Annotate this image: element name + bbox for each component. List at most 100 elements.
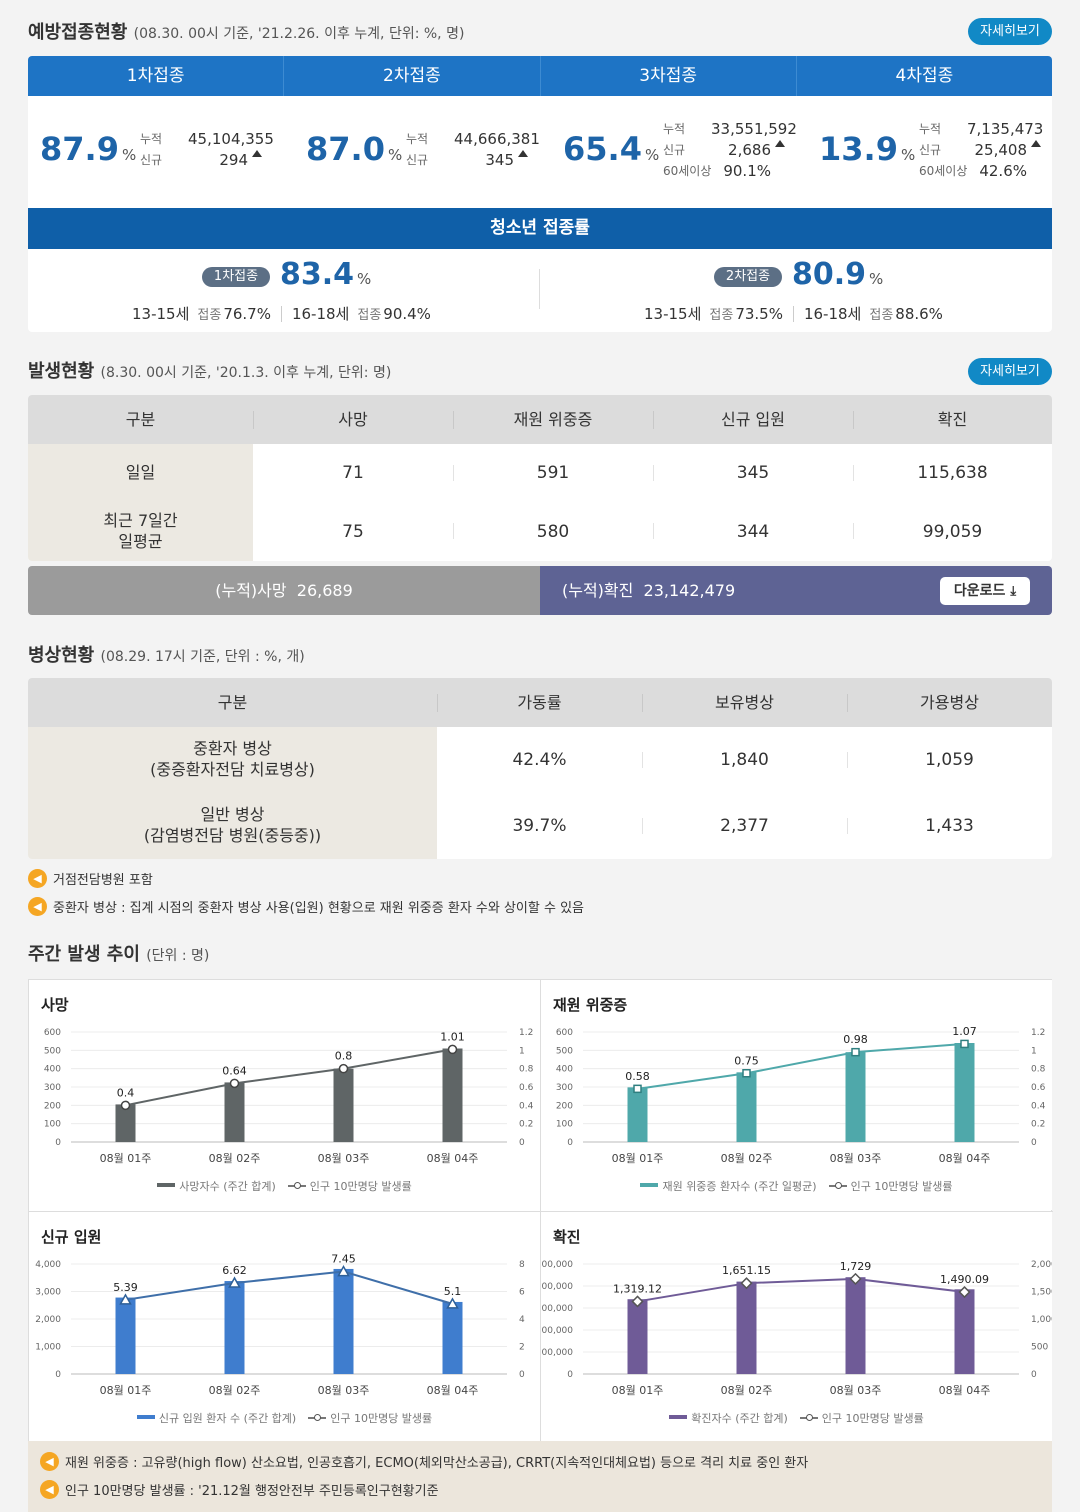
chart-y-tick: 3,000 — [35, 1288, 61, 1298]
download-button[interactable]: 다운로드 ⤓ — [940, 577, 1030, 605]
beds-header-rate: 가동률 — [437, 678, 642, 727]
increase-arrow-icon — [252, 150, 262, 157]
chart-bar — [224, 1281, 245, 1374]
dose-header-4: 4차접종 — [895, 66, 954, 86]
youth-age-breakdown: 13-15세 접종 76.7% 16-18세 접종 90.4% — [132, 305, 431, 323]
chart-bar — [442, 1048, 463, 1142]
chart-legend: 신규 입원 환자 수 (주간 합계) 인구 10만명당 발생률 — [29, 1410, 540, 1426]
dose-block-4: 13.9% 누적 7,135,473 신규 25,408 60세이상 42.6% — [796, 96, 1052, 208]
chart-y2-tick: 0.4 — [519, 1101, 534, 1111]
chart-bar — [627, 1299, 648, 1374]
chart-rate-point — [633, 1084, 642, 1094]
youth-age-breakdown: 13-15세 접종 73.5% 16-18세 접종 88.6% — [644, 305, 943, 323]
chart-y-tick: 600,000 — [541, 1304, 573, 1314]
youth-pct: 83.4% — [280, 257, 372, 292]
occ-row-label-7day-line2: 일평균 — [118, 531, 163, 551]
chart-y2-tick: 1.2 — [1031, 1028, 1045, 1038]
dose-stat-row: 누적 33,551,592 — [663, 119, 797, 140]
dose-stat-row: 60세이상 42.6% — [919, 161, 1041, 182]
occ-cell-sep — [853, 465, 854, 481]
chart-y2-tick: 0 — [1031, 1138, 1037, 1148]
beds-icu-rate: 42.4% — [512, 750, 567, 770]
increase-arrow-icon — [518, 150, 528, 157]
dose-stat-value: 345 — [485, 151, 514, 169]
beds-row-label-icu-line1: 중환자 병상 — [193, 739, 272, 759]
chart-x-tick: 08월 02주 — [209, 1384, 261, 1397]
chart-x-tick: 08월 01주 — [100, 1152, 152, 1165]
chart-y-tick: 600 — [44, 1028, 61, 1038]
chart-y-tick: 4,000 — [35, 1260, 61, 1270]
chart-title: 신규 입원 — [41, 1228, 102, 1246]
chart-svg: 0 100 200 300 400 500 600 0 0.2 0.4 0.6 0.8 1 1.2 08월 … — [556, 1025, 1046, 1165]
dose-stat-label: 누적 — [663, 122, 686, 136]
beds-cell-sep — [642, 818, 643, 834]
legend-line-label: 인구 10만명당 발생률 — [850, 1180, 953, 1193]
occ-daily-confirmed: 115,638 — [917, 463, 988, 483]
occ-header-critical: 재원 위중증 — [453, 395, 653, 444]
dose-block-1: 87.9% 누적 45,104,355 신규 294 — [28, 96, 284, 208]
dose-stats-4: 누적 7,135,473 신규 25,408 60세이상 42.6% — [919, 119, 1043, 182]
beds-icu-available: 1,059 — [925, 750, 974, 770]
dose-header-3: 3차접종 — [541, 56, 797, 96]
dose-stat-label: 신규 — [406, 153, 429, 167]
chart-y2-tick: 1 — [519, 1046, 525, 1056]
dose-pct-2: 87.0% — [306, 130, 403, 168]
chart-y-tick: 2,000 — [35, 1315, 61, 1325]
chart-bar — [954, 1043, 975, 1142]
legend-bar-swatch — [136, 1415, 155, 1419]
chart-y2-tick: 1.2 — [519, 1028, 533, 1038]
youth-pct: 80.9% — [792, 257, 884, 292]
occ-cell-sep — [653, 465, 654, 481]
beds-cell-sep — [847, 752, 848, 768]
chart-y2-tick: 8 — [519, 1260, 525, 1270]
dose-stat-row: 신규 294 — [140, 150, 262, 171]
legend-line-swatch — [287, 1182, 306, 1189]
chart-rate-label: 5.1 — [444, 1285, 462, 1298]
chart-x-tick: 08월 03주 — [318, 1384, 370, 1397]
chart-title: 확진 — [553, 1228, 581, 1246]
chart-y-tick: 800,000 — [541, 1282, 573, 1292]
dose-stat-value: 90.1% — [723, 162, 771, 180]
chart-y-tick: 500 — [556, 1046, 573, 1056]
dose-stat-value: 25,408 — [974, 141, 1028, 159]
chart-rate-point — [740, 1277, 753, 1290]
chart-y-tick: 200 — [556, 1101, 573, 1111]
dose-block-3: 65.4% 누적 33,551,592 신규 2,686 60세이상 90.1% — [540, 96, 797, 208]
chart-x-tick: 08월 04주 — [427, 1152, 479, 1165]
chart-rate-label: 7.45 — [331, 1253, 356, 1266]
youth-header: 청소년 접종률 — [28, 208, 1052, 249]
speaker-icon: ◀ — [28, 897, 47, 916]
chart-rate-point — [958, 1285, 971, 1299]
occ-cell-sep — [453, 465, 454, 481]
chart-y-tick: 400,000 — [541, 1326, 573, 1336]
beds-title: 병상현황 (08.29. 17시 기준, 단위 : %, 개) — [28, 645, 305, 666]
weekly-notes: ◀ 재원 위중증 : 고유량(high flow) 산소요법, 인공호흡기, EC… — [28, 1441, 1052, 1512]
chart-x-tick: 08월 01주 — [612, 1152, 664, 1165]
chart-svg: 0 200,000 400,000 600,000 800,000 1,000,000 0 5… — [541, 1260, 1052, 1397]
occ-7day-critical: 580 — [536, 521, 570, 542]
vaccination-more-button[interactable]: 자세히보기 — [968, 18, 1052, 45]
cumulative-death-label: (누적)사망 — [215, 581, 287, 600]
chart-rate-point — [851, 1047, 860, 1057]
legend-line-label: 인구 10만명당 발생률 — [821, 1412, 924, 1425]
chart-y-tick: 100 — [556, 1120, 573, 1130]
speaker-icon: ◀ — [40, 1480, 59, 1499]
chart-y2-tick: 0.2 — [1031, 1120, 1045, 1130]
weekly-note-2: ◀ 인구 10만명당 발생률 : '21.12월 행정안전부 주민등록인구현황기준 — [40, 1480, 439, 1499]
chart-x-tick: 08월 01주 — [100, 1384, 152, 1397]
chart-rate-point — [960, 1039, 969, 1049]
chart-rate-label: 0.58 — [625, 1070, 650, 1083]
cumulative-confirmed: (누적)확진 23,142,479 다운로드 ⤓ — [540, 566, 1052, 615]
beds-general-rate: 39.7% — [512, 816, 567, 836]
chart-y-tick: 400 — [556, 1065, 573, 1075]
chart-bar — [333, 1068, 354, 1142]
occurrence-more-button[interactable]: 자세히보기 — [968, 358, 1052, 385]
chart-x-tick: 08월 02주 — [721, 1384, 773, 1397]
beds-header-owned: 보유병상 — [642, 678, 847, 727]
chart-rate-label: 1.07 — [952, 1025, 977, 1038]
chart-bar — [115, 1104, 136, 1142]
occ-7day-death: 75 — [342, 521, 364, 542]
dose-stat-value: 45,104,355 — [188, 130, 274, 148]
beds-cell-sep — [642, 752, 643, 768]
beds-row-label-general: 일반 병상 (감염병전담 병원(중등중)) — [28, 793, 437, 859]
